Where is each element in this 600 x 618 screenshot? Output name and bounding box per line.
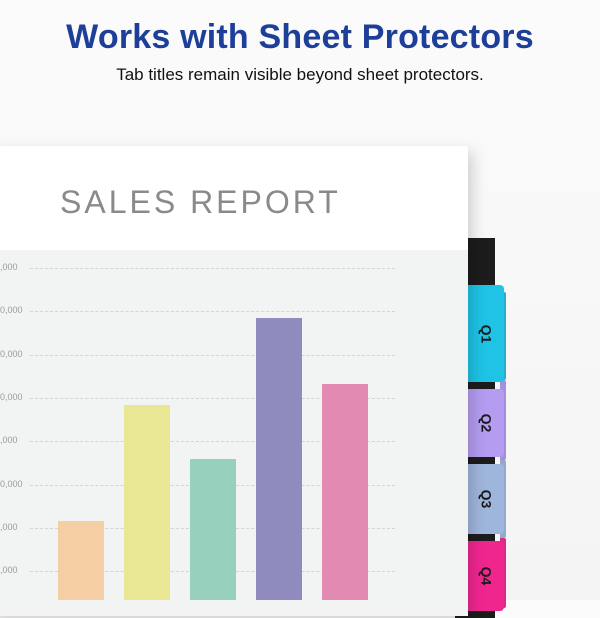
report-title: SALES REPORT bbox=[60, 184, 341, 220]
sales-bar-chart: ,000 0,000 0,000 0,000 ,000 0,000 ,000 ,000 bbox=[0, 250, 470, 600]
y-tick-label: 0,000 bbox=[0, 305, 23, 316]
tab-q2[interactable]: Q2 bbox=[468, 389, 504, 457]
tab-q3[interactable]: Q3 bbox=[468, 464, 504, 534]
y-tick-label: 0,000 bbox=[0, 391, 23, 402]
tab-q1-label: Q1 bbox=[478, 324, 494, 343]
chart-bar bbox=[256, 317, 302, 600]
gridline bbox=[30, 354, 395, 356]
y-tick-label: ,000 bbox=[0, 521, 18, 532]
gridline bbox=[30, 397, 395, 399]
chart-bar bbox=[322, 384, 368, 600]
tab-q1[interactable]: Q1 bbox=[468, 285, 504, 382]
gridline bbox=[30, 268, 395, 269]
y-tick-label: ,000 bbox=[0, 565, 18, 576]
chart-bar bbox=[190, 458, 236, 600]
y-tick-label: ,000 bbox=[0, 435, 18, 446]
y-tick-label: 0,000 bbox=[0, 348, 23, 359]
report-header: SALES REPORT bbox=[0, 146, 468, 250]
tab-q3-label: Q3 bbox=[478, 489, 494, 509]
subheadline: Tab titles remain visible beyond sheet p… bbox=[116, 65, 484, 84]
y-tick-label: 0,000 bbox=[0, 478, 23, 489]
gridline bbox=[30, 441, 395, 443]
headline: Works with Sheet Protectors bbox=[66, 18, 534, 56]
gridline bbox=[30, 311, 395, 313]
tab-q4-label: Q4 bbox=[478, 566, 494, 586]
y-tick-label: ,000 bbox=[0, 262, 18, 272]
chart-bar bbox=[124, 404, 170, 600]
tab-q4[interactable]: Q4 bbox=[468, 541, 504, 611]
chart-bar bbox=[58, 521, 104, 600]
tab-q2-label: Q2 bbox=[478, 413, 494, 433]
